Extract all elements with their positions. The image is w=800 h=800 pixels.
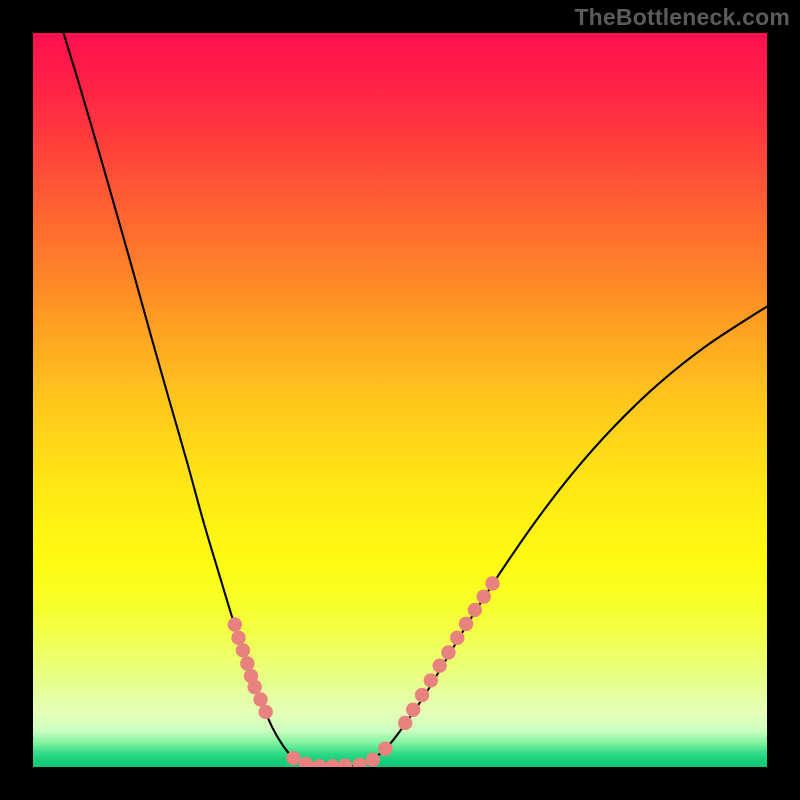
marker-right-9 [476,590,490,604]
marker-left-3 [240,656,254,670]
watermark-text: TheBottleneck.com [574,4,790,31]
marker-right-10 [485,576,499,590]
marker-left-0 [228,617,242,631]
marker-left-1 [231,631,245,645]
marker-right-6 [450,631,464,645]
marker-left-5 [247,680,261,694]
marker-right-0 [398,716,412,730]
marker-left-2 [236,643,250,657]
marker-left-6 [253,692,267,706]
marker-left-7 [258,705,272,719]
marker-floor-6 [366,752,380,766]
chart-plot-area [33,33,767,767]
marker-floor-0 [286,751,300,765]
marker-right-2 [415,688,429,702]
marker-right-4 [432,659,446,673]
marker-right-5 [441,645,455,659]
marker-right-1 [406,703,420,717]
marker-right-3 [424,673,438,687]
marker-right-7 [459,617,473,631]
marker-right-8 [468,603,482,617]
chart-svg [33,33,767,767]
marker-floor-7 [378,741,392,755]
gradient-background [33,33,767,767]
